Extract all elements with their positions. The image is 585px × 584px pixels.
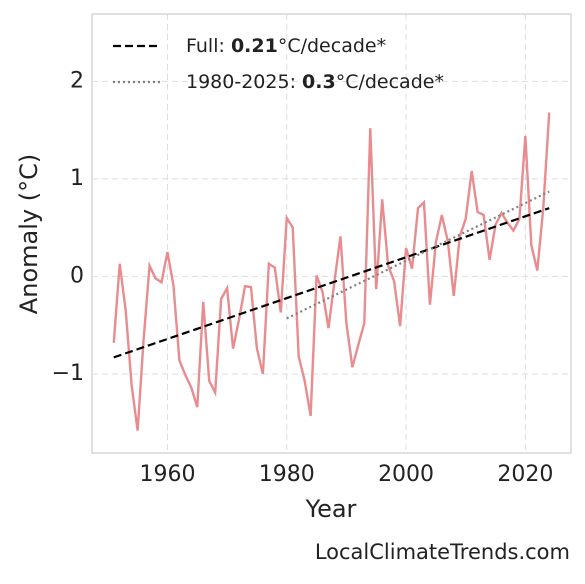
data-line [113, 207, 550, 359]
watermark: LocalClimateTrends.com [315, 540, 570, 564]
legend-text-part: °C/decade* [278, 35, 386, 57]
x-tick-label: 2000 [378, 462, 434, 487]
legend-text-part: °C/decade* [336, 71, 444, 93]
plot-frame [91, 13, 572, 454]
y-tick-label: 2 [70, 68, 84, 93]
data-line [286, 190, 550, 320]
legend-label: 1980-2025: 0.3°C/decade* [186, 71, 444, 93]
legend-text-part: 0.3 [302, 71, 336, 93]
y-tick-label: −1 [52, 361, 84, 386]
legend-text-part: Full: [186, 35, 231, 57]
y-axis-label: Anomaly (°C) [15, 154, 43, 314]
x-axis-label: Year [305, 495, 357, 523]
y-tick-label: 1 [70, 166, 84, 191]
legend-text-part: 1980-2025: [186, 71, 302, 93]
y-tick-label: 0 [70, 263, 84, 288]
x-tick-label: 1980 [259, 462, 315, 487]
data-line [112, 112, 551, 431]
legend-label: Full: 0.21°C/decade* [186, 35, 386, 57]
x-tick-label: 1960 [139, 462, 195, 487]
x-tick-label: 2020 [497, 462, 553, 487]
legend-text-part: 0.21 [231, 35, 278, 57]
